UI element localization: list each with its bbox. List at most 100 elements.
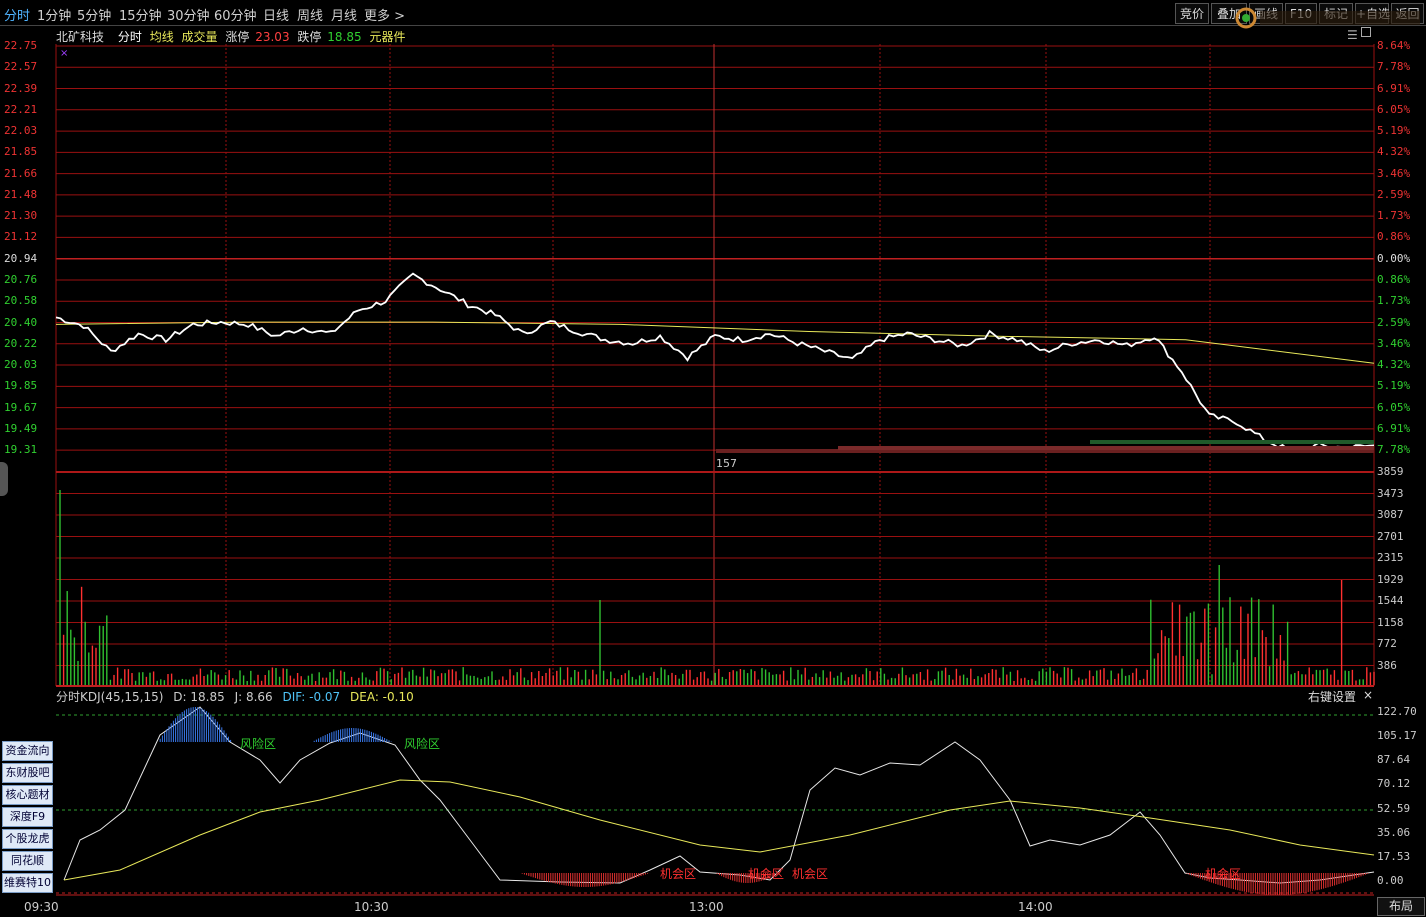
price-tick-label: 19.85 bbox=[4, 379, 38, 393]
price-tick-label: 22.03 bbox=[4, 124, 38, 138]
kdj-dif-value: DIF: -0.07 bbox=[282, 690, 341, 704]
price-tick-label: 20.76 bbox=[4, 272, 38, 286]
kdj-tick-label: 122.70 bbox=[1377, 705, 1417, 718]
price-tick-label: 22.75 bbox=[4, 39, 38, 52]
period-tab-60min[interactable]: 60分钟 bbox=[214, 9, 257, 24]
kdj-title[interactable]: 分时KDJ(45,15,15) bbox=[56, 690, 164, 704]
panel-menu-icon[interactable]: ☰ bbox=[1347, 28, 1358, 42]
kdj-tick-label: 70.12 bbox=[1377, 777, 1411, 791]
percent-tick-label: 6.91% bbox=[1377, 81, 1411, 95]
chance-zone-label-3: 机会区 bbox=[792, 867, 829, 881]
top-toolbar: 分时 1分钟 5分钟 15分钟 30分钟 60分钟 日线 周线 月线 更多 > … bbox=[0, 0, 1426, 26]
time-label-0930: 09:30 bbox=[24, 900, 59, 914]
percent-tick-label: 7.78% bbox=[1377, 443, 1411, 457]
sector-label: 元器件 bbox=[369, 30, 406, 44]
period-tab-more[interactable]: 更多 > bbox=[364, 9, 406, 24]
period-tab-monthly[interactable]: 月线 bbox=[331, 9, 358, 24]
volume-tick-label: 2315 bbox=[1377, 551, 1404, 564]
side-btn-depth-f9[interactable]: 深度F9 bbox=[2, 807, 53, 827]
price-tick-label: 22.21 bbox=[4, 102, 38, 116]
maximize-icon[interactable] bbox=[1361, 27, 1371, 37]
kdj-j-value: J: 8.66 bbox=[234, 690, 273, 704]
percent-tick-label: 3.46% bbox=[1377, 166, 1411, 180]
percent-tick-label: 5.19% bbox=[1377, 124, 1411, 138]
percent-tick-label: 0.86% bbox=[1377, 230, 1411, 244]
kdj-k-line bbox=[63, 706, 1375, 884]
volume-tick-label: 2701 bbox=[1377, 529, 1404, 543]
depth-bar-sell bbox=[716, 449, 1374, 453]
percent-tick-label: 7.78% bbox=[1377, 60, 1411, 74]
overlay-button[interactable]: 叠加 bbox=[1211, 3, 1247, 24]
price-tick-label: 19.49 bbox=[4, 421, 38, 435]
volume-tick-label: 3087 bbox=[1377, 508, 1404, 521]
percent-tick-label: 4.32% bbox=[1377, 145, 1411, 159]
time-label-1030: 10:30 bbox=[354, 900, 389, 914]
price-tick-label: 20.58 bbox=[4, 294, 38, 308]
percent-tick-label: 6.91% bbox=[1377, 421, 1411, 435]
volume-tick-label: 1158 bbox=[1377, 615, 1404, 629]
volume-tick-label: 1929 bbox=[1377, 572, 1404, 586]
price-tick-label: 19.67 bbox=[4, 400, 38, 414]
kdj-close-icon[interactable]: × bbox=[1363, 688, 1374, 702]
chance-zone-label-4: 机会区 bbox=[1205, 867, 1242, 881]
kdj-tick-label: 0.00 bbox=[1377, 874, 1404, 887]
percent-tick-label: 6.05% bbox=[1377, 400, 1411, 414]
percent-tick-label: 1.73% bbox=[1377, 294, 1411, 308]
kdj-dea-value: DEA: -0.10 bbox=[350, 690, 414, 704]
kdj-tick-label: 52.59 bbox=[1377, 801, 1411, 815]
limit-up-value: 23.03 bbox=[255, 30, 290, 44]
close-overlay-icon[interactable]: × bbox=[60, 48, 69, 59]
price-tick-label: 21.66 bbox=[4, 166, 38, 180]
kdj-tick-label: 87.64 bbox=[1377, 753, 1411, 767]
collapse-handle[interactable] bbox=[0, 462, 8, 496]
risk-zone-label-2: 风险区 bbox=[404, 737, 441, 751]
limit-down-label: 跌停 bbox=[297, 30, 322, 44]
layout-button[interactable]: 布局 bbox=[1377, 897, 1425, 916]
period-tab-5min[interactable]: 5分钟 bbox=[77, 9, 112, 24]
percent-tick-label: 8.64% bbox=[1377, 39, 1411, 52]
side-btn-core-theme[interactable]: 核心题材 bbox=[2, 785, 53, 805]
price-line bbox=[55, 272, 1375, 452]
percent-tick-label: 2.59% bbox=[1377, 315, 1411, 329]
risk-zone-label-1: 风险区 bbox=[240, 737, 277, 751]
kdj-d-value: D: 18.85 bbox=[173, 690, 225, 704]
kdj-d-line bbox=[63, 779, 1375, 881]
percent-tick-label: 0.00% bbox=[1377, 251, 1411, 265]
side-btn-ths[interactable]: 同花顺 bbox=[2, 851, 53, 871]
depth-bar-sell bbox=[838, 446, 1374, 450]
price-tick-label: 22.39 bbox=[4, 81, 38, 95]
percent-tick-label: 1.73% bbox=[1377, 209, 1411, 223]
side-btn-fund-flow[interactable]: 资金流向 bbox=[2, 741, 53, 761]
side-btn-wst[interactable]: 维赛特10 bbox=[2, 873, 53, 893]
side-btn-dragon-tiger[interactable]: 个股龙虎 bbox=[2, 829, 53, 849]
period-tab-15min[interactable]: 15分钟 bbox=[119, 9, 162, 24]
period-tab-30min[interactable]: 30分钟 bbox=[167, 9, 210, 24]
period-tab-1min[interactable]: 1分钟 bbox=[37, 9, 72, 24]
price-tick-label: 21.30 bbox=[4, 209, 38, 223]
period-tab-daily[interactable]: 日线 bbox=[263, 9, 290, 24]
volume-tick-label: 386 bbox=[1377, 658, 1397, 672]
price-tick-label: 20.94 bbox=[4, 251, 38, 265]
volume-tick-label: 3473 bbox=[1377, 486, 1404, 500]
depth-bar-buy bbox=[1090, 440, 1374, 444]
percent-tick-label: 5.19% bbox=[1377, 379, 1411, 393]
price-tick-label: 20.40 bbox=[4, 315, 38, 329]
auction-button[interactable]: 竞价 bbox=[1175, 3, 1209, 24]
volume-marker-label: 157 bbox=[716, 457, 737, 470]
kdj-tick-label: 105.17 bbox=[1377, 729, 1417, 743]
volume-tick-label: 3859 bbox=[1377, 465, 1404, 478]
side-btn-forum[interactable]: 东财股吧 bbox=[2, 763, 53, 783]
time-label-1400: 14:00 bbox=[1018, 900, 1053, 914]
period-tab-intraday[interactable]: 分时 bbox=[4, 9, 31, 24]
avg-line-label: 均线 bbox=[149, 30, 174, 44]
volume-label: 成交量 bbox=[181, 30, 218, 44]
right-click-settings[interactable]: 右键设置 bbox=[1308, 690, 1357, 704]
volume-tick-label: 772 bbox=[1377, 637, 1397, 650]
avg-price-line bbox=[55, 321, 1375, 364]
percent-tick-label: 4.32% bbox=[1377, 358, 1411, 372]
brand-logo-icon bbox=[1235, 7, 1420, 29]
percent-tick-label: 6.05% bbox=[1377, 102, 1411, 116]
volume-tick-label: 1544 bbox=[1377, 594, 1404, 607]
period-tab-weekly[interactable]: 周线 bbox=[297, 9, 324, 24]
